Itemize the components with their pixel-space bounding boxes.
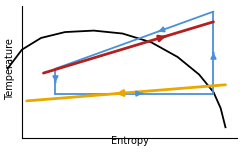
Text: Temperature: Temperature	[5, 38, 15, 100]
Text: Entropy: Entropy	[111, 136, 149, 146]
